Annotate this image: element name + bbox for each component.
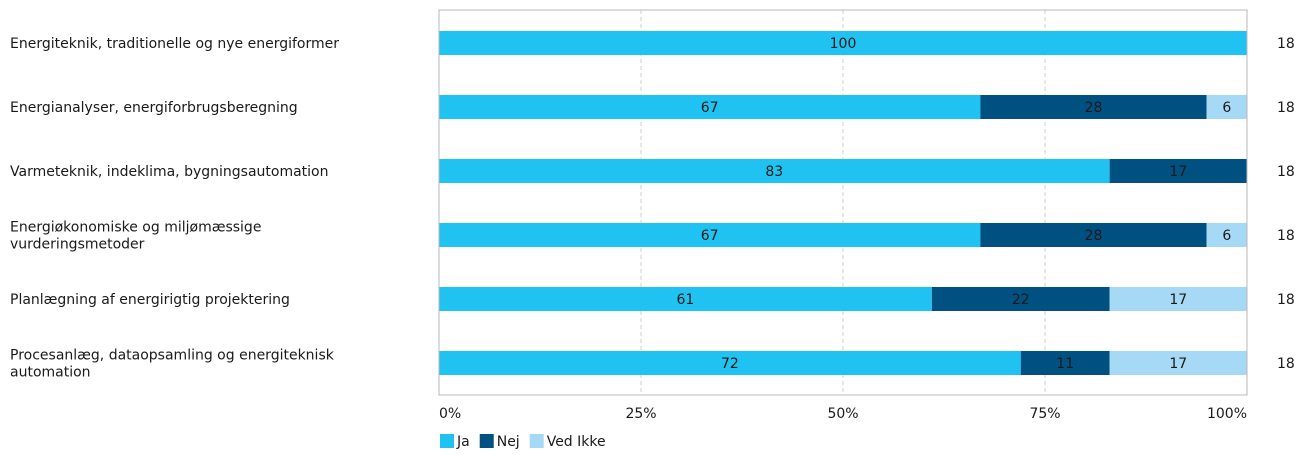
- category-label: Procesanlæg, dataopsamling og energitekn…: [10, 348, 335, 381]
- bar-value-label: 22: [1012, 292, 1030, 308]
- bar-value-label: 61: [677, 292, 695, 308]
- bar-value-label: 17: [1169, 356, 1187, 372]
- bar-segment: [980, 223, 1207, 247]
- legend-label: Ved Ikke: [547, 434, 606, 450]
- x-tick-label: 100%: [1207, 406, 1247, 422]
- bar-segment: [1109, 351, 1247, 375]
- plot-frame: [438, 9, 1248, 396]
- bar-value-label: 83: [765, 164, 783, 180]
- x-tick-label: 0%: [439, 406, 461, 422]
- bar-value-label: 100: [830, 36, 857, 52]
- bar-segment: [439, 287, 932, 311]
- legend: Ja Nej Ved Ikke: [440, 434, 606, 450]
- bar-segment: [1109, 287, 1247, 311]
- bar-segment: [439, 31, 1247, 55]
- bar-value-label: 28: [1085, 100, 1103, 116]
- bars: [439, 31, 1247, 375]
- bar-value-label: 17: [1169, 292, 1187, 308]
- category-label: Energiteknik, traditionelle og nye energ…: [10, 36, 339, 52]
- bar-segment: [439, 159, 1110, 183]
- value-labels: 100 67 28 6 83 17 67 28 6 61 22 17 72 11 17: [677, 36, 1232, 372]
- bar-value-label: 6: [1222, 100, 1231, 116]
- gridlines: [640, 10, 1046, 395]
- bar-segment: [1020, 351, 1110, 375]
- bar-value-label: 67: [701, 228, 719, 244]
- bar-segment: [1206, 223, 1247, 247]
- respondent-count: 18: [1277, 164, 1295, 180]
- category-label-line: Planlægning af energirigtig projektering: [10, 292, 290, 308]
- bar-value-label: 17: [1169, 164, 1187, 180]
- respondent-count: 18: [1277, 36, 1295, 52]
- legend-swatch: [529, 434, 544, 448]
- count-labels: 18 18 18 18 18 18: [1277, 36, 1295, 372]
- category-label-line: vurderingsmetoder: [10, 237, 145, 253]
- category-label: Energiøkonomiske og miljømæssige vurderin…: [10, 220, 261, 253]
- x-tick-label: 50%: [827, 406, 858, 422]
- bar-segment: [1109, 159, 1247, 183]
- bar-segment: [439, 351, 1021, 375]
- bar-value-label: 72: [721, 356, 739, 372]
- x-axis-ticks: 0% 25% 50% 75% 100%: [439, 406, 1247, 422]
- bar-segment: [439, 95, 981, 119]
- bar-value-label: 11: [1056, 356, 1074, 372]
- bar-value-label: 6: [1222, 228, 1231, 244]
- bar-value-label: 28: [1085, 228, 1103, 244]
- bar-value-label: 67: [701, 100, 719, 116]
- plot-border: [438, 9, 1248, 396]
- legend-label: Ja: [456, 434, 470, 450]
- category-label-line: automation: [10, 365, 91, 381]
- category-label-line: Procesanlæg, dataopsamling og energitekn…: [10, 348, 335, 364]
- legend-swatch: [440, 434, 454, 448]
- bar-segment: [931, 287, 1110, 311]
- category-label: Planlægning af energirigtig projektering: [10, 292, 290, 308]
- bar-segment: [980, 95, 1207, 119]
- legend-swatch: [479, 434, 494, 448]
- category-labels: Energiteknik, traditionelle og nye energ…: [10, 36, 339, 381]
- bar-segment: [439, 223, 981, 247]
- respondent-count: 18: [1277, 100, 1295, 116]
- bar-segment: [1206, 95, 1247, 119]
- respondent-count: 18: [1277, 356, 1295, 372]
- x-tick-label: 75%: [1029, 406, 1060, 422]
- category-label-line: Energiteknik, traditionelle og nye energ…: [10, 36, 339, 52]
- legend-label: Nej: [497, 434, 520, 450]
- x-tick-label: 25%: [625, 406, 656, 422]
- category-label-line: Varmeteknik, indeklima, bygningsautomati…: [10, 164, 329, 180]
- respondent-count: 18: [1277, 292, 1295, 308]
- category-label-line: Energiøkonomiske og miljømæssige: [10, 220, 261, 236]
- category-label: Energianalyser, energiforbrugsberegning: [10, 100, 298, 116]
- category-label-line: Energianalyser, energiforbrugsberegning: [10, 100, 298, 116]
- respondent-count: 18: [1277, 228, 1295, 244]
- category-label: Varmeteknik, indeklima, bygningsautomati…: [10, 164, 329, 180]
